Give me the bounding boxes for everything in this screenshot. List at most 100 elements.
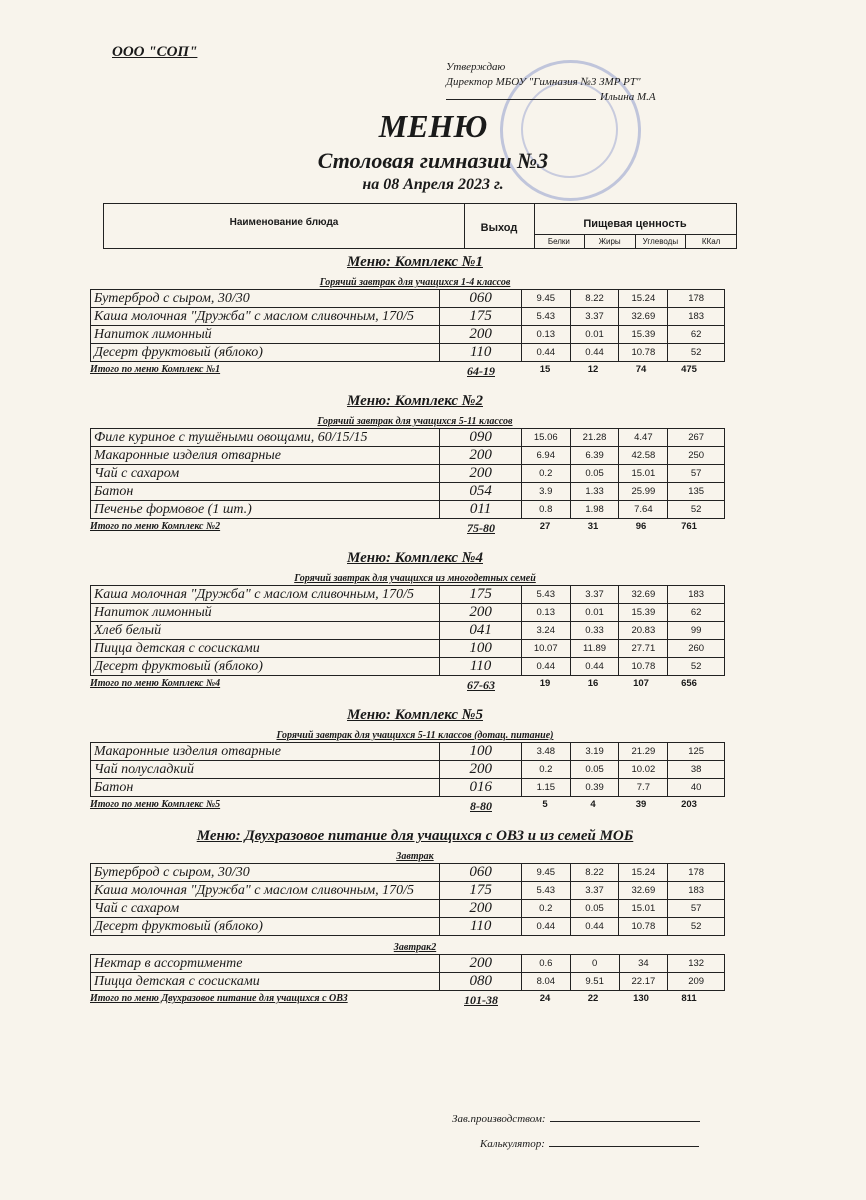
dish-fat: 0.33 <box>569 621 620 640</box>
dish-fat: 0.44 <box>569 917 620 936</box>
dish-output: 011 <box>439 500 522 519</box>
table-row: Батон 054 3.9 1.33 25.99 135 <box>89 482 725 501</box>
total-kcal: 811 <box>681 993 697 1004</box>
dish-fat: 0.44 <box>569 657 620 676</box>
dish-table: Бутерброд с сыром, 30/30 060 9.45 8.22 15.24… <box>89 863 725 936</box>
dish-carbs: 15.24 <box>618 289 669 308</box>
header-fat: Жиры <box>585 235 636 249</box>
dish-output: 200 <box>439 446 522 465</box>
section-title: Меню: Комплекс №5 <box>347 707 483 723</box>
dish-kcal: 260 <box>667 639 725 658</box>
dish-carbs: 10.78 <box>618 917 669 936</box>
calculator-signature: Калькулятор: <box>480 1138 699 1150</box>
dish-output: 175 <box>439 881 522 900</box>
header-kcal: ККал <box>701 237 721 246</box>
dish-protein: 0.13 <box>520 325 571 344</box>
group-subtitle: Завтрак <box>396 851 434 862</box>
dish-name: Пицца детская с сосисками <box>89 972 441 991</box>
total-kcal: 203 <box>681 799 697 810</box>
dish-output: 200 <box>439 899 522 918</box>
group-subtitle: Горячий завтрак для учащихся 5-11 классо… <box>276 730 554 741</box>
dish-output: 110 <box>439 343 522 362</box>
dish-output: 110 <box>439 657 522 676</box>
dish-name: Макаронные изделия отварные <box>89 446 441 465</box>
table-row: Каша молочная "Дружба" с маслом сливочны… <box>89 881 725 900</box>
table-row: Макаронные изделия отварные 100 3.48 3.19 21… <box>89 742 725 761</box>
dish-carbs: 32.69 <box>618 307 669 326</box>
dish-output: 200 <box>439 325 522 344</box>
dish-kcal: 62 <box>667 603 725 622</box>
organization-name: ООО "СОП" <box>112 44 198 60</box>
total-output: 8-80 <box>470 799 492 813</box>
signature-line <box>549 1121 700 1122</box>
dish-table: Филе куриное с тушёными овощами, 60/15/1… <box>89 428 725 519</box>
signature-line <box>446 99 596 100</box>
dish-fat: 3.37 <box>569 585 620 604</box>
dish-name: Бутерброд с сыром, 30/30 <box>89 289 441 308</box>
table-header: Наименование блюда Выход Пищевая ценност… <box>103 203 737 249</box>
dish-carbs: 34 <box>618 954 669 973</box>
total-protein: 19 <box>539 678 551 689</box>
dish-protein: 9.45 <box>520 863 571 882</box>
dish-fat: 11.89 <box>569 639 620 658</box>
dish-output: 041 <box>439 621 522 640</box>
dish-protein: 15.06 <box>520 428 571 447</box>
dish-fat: 8.22 <box>569 863 620 882</box>
total-fat: 16 <box>587 678 599 689</box>
dish-output: 100 <box>439 639 522 658</box>
dish-kcal: 52 <box>667 500 725 519</box>
total-label: Итого по меню Комплекс №1 <box>90 364 221 375</box>
dish-protein: 0.2 <box>520 760 571 779</box>
dish-kcal: 52 <box>667 343 725 362</box>
table-row: Хлеб белый 041 3.24 0.33 20.83 99 <box>89 621 725 640</box>
total-carbs: 107 <box>633 678 649 689</box>
dish-fat: 0.05 <box>569 760 620 779</box>
table-row: Напиток лимонный 200 0.13 0.01 15.39 62 <box>89 603 725 622</box>
table-row: Бутерброд с сыром, 30/30 060 9.45 8.22 15.24… <box>89 863 725 882</box>
dish-output: 080 <box>439 972 522 991</box>
dish-protein: 6.94 <box>520 446 571 465</box>
dish-protein: 3.24 <box>520 621 571 640</box>
header-nutrition: Пищевая ценность <box>583 218 687 230</box>
menu-date: на 08 Апреля 2023 г. <box>362 176 504 193</box>
section-total: Итого по меню Комплекс №2 75-80 27 31 96 761 <box>90 521 740 536</box>
dish-table: Бутерброд с сыром, 30/30 060 9.45 8.22 15.24… <box>89 289 725 362</box>
table-row: Бутерброд с сыром, 30/30 060 9.45 8.22 15.24… <box>89 289 725 308</box>
table-row: Нектар в ассортименте 200 0.6 0 34 132 <box>89 954 725 973</box>
total-protein: 5 <box>542 799 548 810</box>
dish-carbs: 20.83 <box>618 621 669 640</box>
section-total: Итого по меню Двухразовое питание для уч… <box>90 993 740 1008</box>
dish-fat: 0.05 <box>569 464 620 483</box>
group-subtitle: Горячий завтрак для учащихся 1-4 классов <box>319 277 511 288</box>
dish-kcal: 267 <box>667 428 725 447</box>
dish-output: 090 <box>439 428 522 447</box>
dish-kcal: 57 <box>667 464 725 483</box>
dish-fat: 1.98 <box>569 500 620 519</box>
dish-carbs: 15.39 <box>618 325 669 344</box>
header-output: Выход <box>464 204 535 248</box>
total-carbs: 74 <box>635 364 647 375</box>
approval-position: Директор МБОУ "Гимназия №3 ЗМР РТ" <box>446 76 641 88</box>
dish-name: Напиток лимонный <box>89 325 441 344</box>
total-kcal: 656 <box>681 678 697 689</box>
dish-fat: 0.05 <box>569 899 620 918</box>
table-row: Печенье формовое (1 шт.) 011 0.8 1.98 7.64 52 <box>89 500 725 519</box>
dish-protein: 1.15 <box>520 778 571 797</box>
dish-output: 100 <box>439 742 522 761</box>
dish-carbs: 15.01 <box>618 899 669 918</box>
dish-kcal: 40 <box>667 778 725 797</box>
dish-carbs: 32.69 <box>618 881 669 900</box>
header-carbs: Углеводы <box>636 235 687 249</box>
dish-carbs: 4.47 <box>618 428 669 447</box>
dish-kcal: 57 <box>667 899 725 918</box>
table-row: Десерт фруктовый (яблоко) 110 0.44 0.44 10.7… <box>89 917 725 936</box>
section-total: Итого по меню Комплекс №5 8-80 5 4 39 203 <box>90 799 740 814</box>
dish-protein: 0.2 <box>520 899 571 918</box>
dish-kcal: 183 <box>667 585 725 604</box>
dish-fat: 0.39 <box>569 778 620 797</box>
dish-name: Пицца детская с сосисками <box>89 639 441 658</box>
dish-carbs: 25.99 <box>618 482 669 501</box>
dish-protein: 0.2 <box>520 464 571 483</box>
dish-output: 200 <box>439 954 522 973</box>
total-output: 64-19 <box>467 364 495 378</box>
